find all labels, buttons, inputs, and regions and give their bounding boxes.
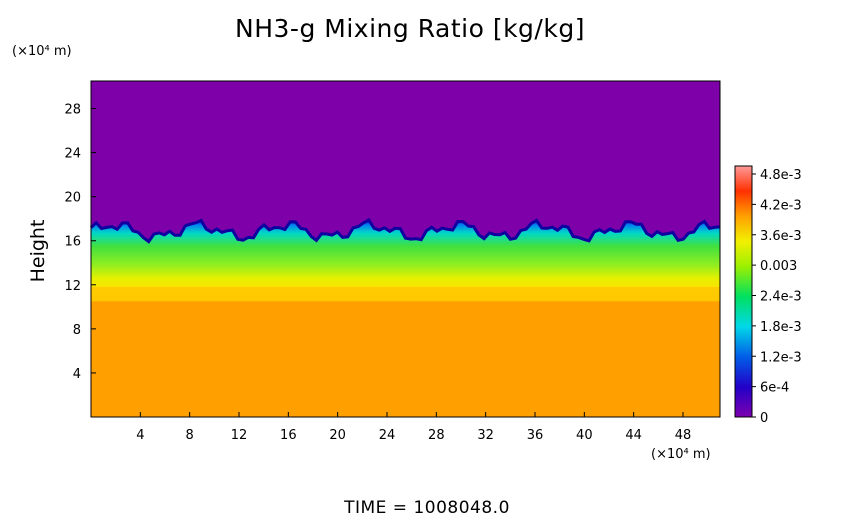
x-tick-label: 44 xyxy=(625,428,642,443)
x-tick-label: 20 xyxy=(329,428,346,443)
y-tick-label: 20 xyxy=(64,191,81,206)
x-tick-label: 12 xyxy=(231,428,248,443)
colorbar-tick-label: 4.2e-3 xyxy=(760,198,802,213)
lower-orange-region xyxy=(91,300,720,417)
colorbar-ticks: 0 6e-4 1.2e-3 1.8e-3 2.4e-3 0.003 3.6e-3 4.2e-3… xyxy=(752,168,802,426)
y-axis-ticks: 4 8 12 16 20 24 28 xyxy=(64,103,96,382)
y-axis-unit: (×10⁴ m) xyxy=(12,44,72,59)
x-tick-label: 24 xyxy=(379,428,396,443)
x-tick-label: 36 xyxy=(527,428,544,443)
plot-frame xyxy=(90,80,721,418)
colorbar-tick-label: 3.6e-3 xyxy=(760,229,802,244)
colorbar-tick-label: 0 xyxy=(760,411,768,426)
colorbar-tick-label: 1.8e-3 xyxy=(760,320,802,335)
colorbar-tick-label: 1.2e-3 xyxy=(760,350,802,365)
time-footer: TIME = 1008048.0 xyxy=(344,498,510,518)
colorbar-tick-label: 2.4e-3 xyxy=(760,290,802,305)
x-axis-unit: (×10⁴ m) xyxy=(651,447,711,462)
y-tick-label: 4 xyxy=(73,367,81,382)
y-tick-label: 8 xyxy=(73,323,81,338)
colorbar-tick-label: 6e-4 xyxy=(760,381,789,396)
y-tick-label: 28 xyxy=(64,103,81,118)
plot-area xyxy=(89,80,721,418)
x-tick-label: 32 xyxy=(477,428,494,443)
chart-title: NH3-g Mixing Ratio [kg/kg] xyxy=(235,14,585,43)
colorbar-tick-label: 0.003 xyxy=(760,259,797,274)
x-tick-label: 8 xyxy=(186,428,194,443)
cloud-top-edge xyxy=(89,218,721,244)
x-tick-label: 48 xyxy=(675,428,692,443)
y-tick-label: 12 xyxy=(64,279,81,294)
x-axis-ticks: 4 8 12 16 20 24 28 32 36 40 44 48 xyxy=(136,412,691,443)
colorbar-gradient xyxy=(734,165,753,418)
x-tick-label: 16 xyxy=(280,428,297,443)
cloud-band xyxy=(91,220,720,302)
colorbar xyxy=(734,165,753,418)
x-tick-label: 28 xyxy=(428,428,445,443)
colorbar-tick-label: 4.8e-3 xyxy=(760,168,802,183)
x-tick-label: 40 xyxy=(576,428,593,443)
y-tick-label: 24 xyxy=(64,147,81,162)
yellow-transition-strip xyxy=(91,287,720,301)
x-tick-label: 4 xyxy=(136,428,144,443)
y-tick-label: 16 xyxy=(64,235,81,250)
